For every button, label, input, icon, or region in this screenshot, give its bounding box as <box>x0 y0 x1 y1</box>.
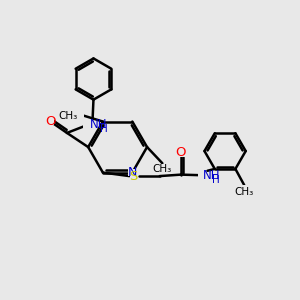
Text: O: O <box>46 115 56 128</box>
Bar <box>83 121 96 128</box>
Bar <box>130 172 138 180</box>
Text: S: S <box>130 169 138 183</box>
Bar <box>157 164 168 170</box>
Text: CH₃: CH₃ <box>153 164 172 174</box>
Text: O: O <box>176 146 186 159</box>
Bar <box>177 151 184 157</box>
Bar <box>198 172 209 179</box>
Text: NH: NH <box>90 118 108 131</box>
Text: N: N <box>128 166 137 179</box>
Bar <box>47 118 55 125</box>
Bar <box>73 112 84 119</box>
Bar <box>128 169 137 176</box>
Text: CH₃: CH₃ <box>235 187 254 196</box>
Text: NH: NH <box>203 169 221 182</box>
Text: H: H <box>212 175 220 184</box>
Text: H: H <box>100 124 107 134</box>
Text: CH₃: CH₃ <box>58 111 77 121</box>
Bar <box>238 185 250 192</box>
